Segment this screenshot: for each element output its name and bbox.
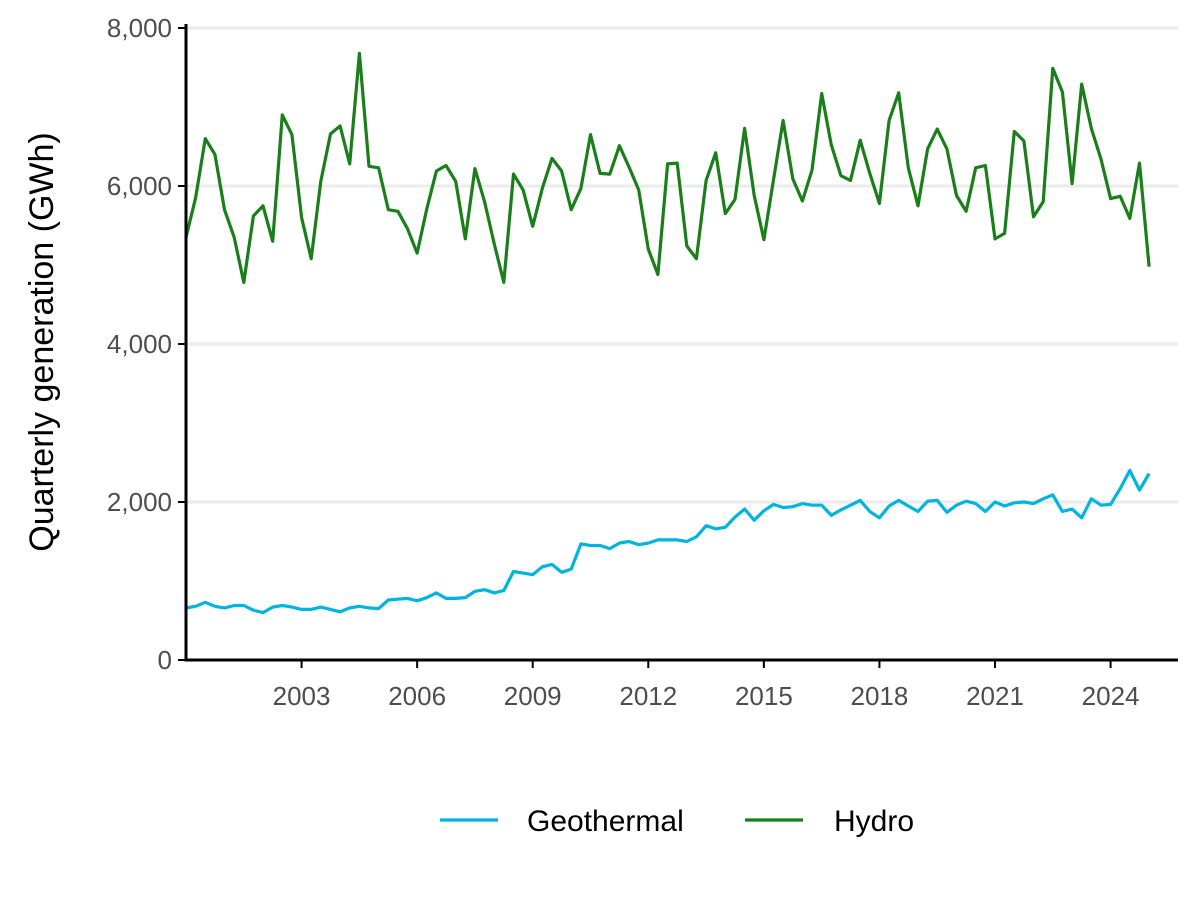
legend-label-hydro: Hydro: [834, 805, 914, 838]
axes: [184, 24, 1178, 662]
y-tick-label: 0: [158, 645, 172, 675]
y-tick-label: 2,000: [107, 487, 172, 517]
legend-label-geothermal: Geothermal: [527, 805, 684, 838]
x-axis-ticks: 2003 2006 2009 2012 2015 2018 2021 2024: [273, 660, 1140, 711]
y-tick-label: 6,000: [107, 171, 172, 201]
x-tick-label: 2009: [504, 681, 562, 711]
x-tick-label: 2021: [966, 681, 1024, 711]
x-tick-label: 2012: [619, 681, 677, 711]
series-lines: [184, 51, 1151, 615]
y-axis-title: Quarterly generation (GWh): [23, 132, 61, 552]
x-tick-label: 2015: [735, 681, 793, 711]
x-tick-label: 2006: [388, 681, 446, 711]
legend: Geothermal Hydro: [440, 805, 914, 838]
series-line-hydro: [184, 51, 1151, 284]
series-line-geothermal: [185, 468, 1151, 615]
gridlines: [186, 26, 1178, 504]
x-tick-label: 2018: [851, 681, 909, 711]
x-tick-label: 2024: [1082, 681, 1140, 711]
y-tick-label: 8,000: [107, 13, 172, 43]
y-axis-ticks: 0 2,000 4,000 6,000 8,000: [107, 13, 186, 675]
y-tick-label: 4,000: [107, 329, 172, 359]
x-tick-label: 2003: [273, 681, 331, 711]
